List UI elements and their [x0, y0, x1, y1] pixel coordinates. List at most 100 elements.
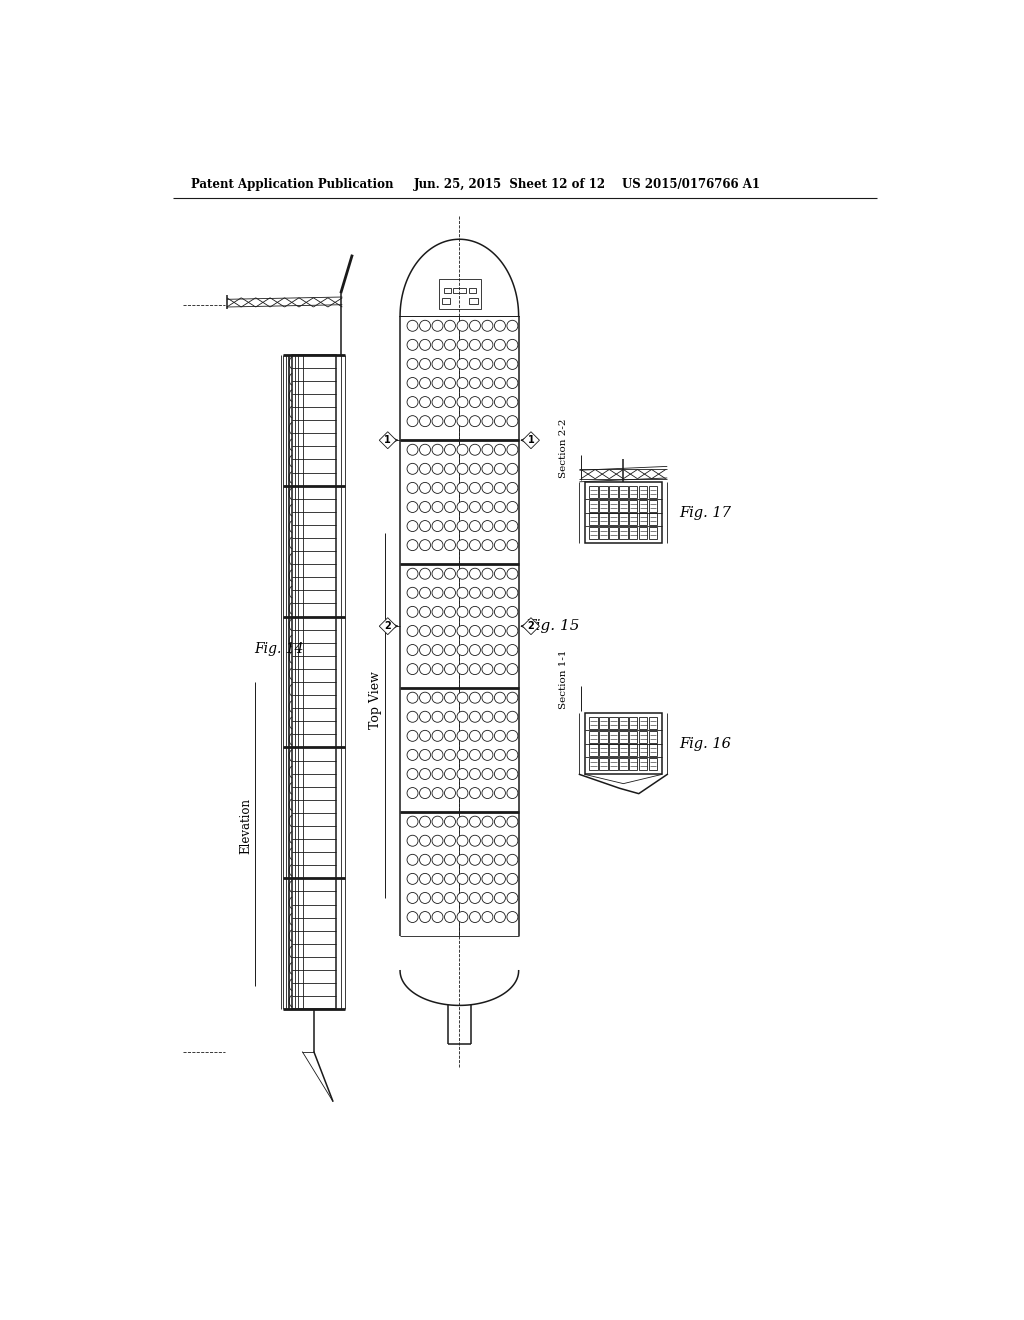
Circle shape	[495, 463, 506, 474]
Circle shape	[457, 568, 468, 579]
Bar	[585, 482, 662, 544]
Bar	[599, 744, 607, 756]
Circle shape	[444, 321, 456, 331]
Circle shape	[507, 664, 518, 675]
Circle shape	[482, 587, 493, 598]
Circle shape	[432, 788, 443, 799]
Text: Elevation: Elevation	[240, 799, 253, 854]
Circle shape	[408, 626, 418, 636]
Circle shape	[495, 730, 506, 742]
Circle shape	[457, 750, 468, 760]
Bar	[649, 500, 657, 512]
Circle shape	[469, 568, 480, 579]
Circle shape	[482, 711, 493, 722]
Circle shape	[444, 463, 456, 474]
Bar	[649, 527, 657, 539]
Circle shape	[457, 482, 468, 494]
Circle shape	[482, 359, 493, 370]
Circle shape	[469, 730, 480, 742]
Circle shape	[482, 396, 493, 408]
Circle shape	[408, 816, 418, 828]
Text: US 2015/0176766 A1: US 2015/0176766 A1	[622, 178, 760, 191]
Circle shape	[469, 912, 480, 923]
Circle shape	[482, 692, 493, 704]
Circle shape	[444, 626, 456, 636]
Circle shape	[444, 788, 456, 799]
Circle shape	[420, 463, 430, 474]
Bar	[609, 731, 617, 743]
Circle shape	[444, 540, 456, 550]
Circle shape	[432, 854, 443, 866]
Circle shape	[420, 568, 430, 579]
Circle shape	[457, 854, 468, 866]
Circle shape	[444, 816, 456, 828]
Circle shape	[457, 416, 468, 426]
Circle shape	[507, 378, 518, 388]
Circle shape	[408, 912, 418, 923]
Circle shape	[432, 445, 443, 455]
Circle shape	[432, 416, 443, 426]
Circle shape	[495, 692, 506, 704]
Text: Fig. 16: Fig. 16	[679, 737, 731, 751]
Bar	[469, 288, 475, 293]
Circle shape	[420, 692, 430, 704]
Circle shape	[495, 587, 506, 598]
Circle shape	[507, 416, 518, 426]
Circle shape	[507, 626, 518, 636]
Bar	[620, 527, 628, 539]
Circle shape	[469, 750, 480, 760]
Circle shape	[408, 502, 418, 512]
Circle shape	[469, 692, 480, 704]
Circle shape	[408, 445, 418, 455]
Bar	[599, 513, 607, 525]
Circle shape	[420, 750, 430, 760]
Circle shape	[482, 416, 493, 426]
Circle shape	[420, 626, 430, 636]
Circle shape	[507, 445, 518, 455]
Circle shape	[432, 692, 443, 704]
Circle shape	[444, 874, 456, 884]
Bar	[629, 500, 637, 512]
Circle shape	[495, 502, 506, 512]
Circle shape	[457, 587, 468, 598]
Bar	[599, 487, 607, 499]
Circle shape	[495, 892, 506, 903]
Text: Patent Application Publication: Patent Application Publication	[190, 178, 393, 191]
Text: Fig. 15: Fig. 15	[525, 619, 580, 634]
Circle shape	[420, 730, 430, 742]
Circle shape	[507, 321, 518, 331]
Circle shape	[444, 836, 456, 846]
Circle shape	[482, 568, 493, 579]
Circle shape	[457, 540, 468, 550]
Circle shape	[408, 359, 418, 370]
Circle shape	[408, 396, 418, 408]
Circle shape	[420, 540, 430, 550]
Bar	[620, 500, 628, 512]
Circle shape	[507, 711, 518, 722]
Circle shape	[495, 711, 506, 722]
Circle shape	[457, 359, 468, 370]
Circle shape	[444, 892, 456, 903]
Circle shape	[457, 445, 468, 455]
Circle shape	[408, 854, 418, 866]
Circle shape	[507, 339, 518, 350]
Circle shape	[444, 730, 456, 742]
Circle shape	[420, 359, 430, 370]
Circle shape	[482, 378, 493, 388]
Bar	[620, 758, 628, 770]
Circle shape	[469, 416, 480, 426]
Bar	[639, 744, 647, 756]
Bar	[438, 280, 481, 309]
Circle shape	[444, 644, 456, 656]
Circle shape	[495, 416, 506, 426]
Bar	[620, 513, 628, 525]
Circle shape	[444, 692, 456, 704]
Circle shape	[495, 540, 506, 550]
Bar	[454, 288, 466, 293]
Circle shape	[495, 445, 506, 455]
Circle shape	[495, 874, 506, 884]
Circle shape	[444, 750, 456, 760]
Bar	[620, 718, 628, 730]
Bar	[629, 527, 637, 539]
Circle shape	[495, 482, 506, 494]
